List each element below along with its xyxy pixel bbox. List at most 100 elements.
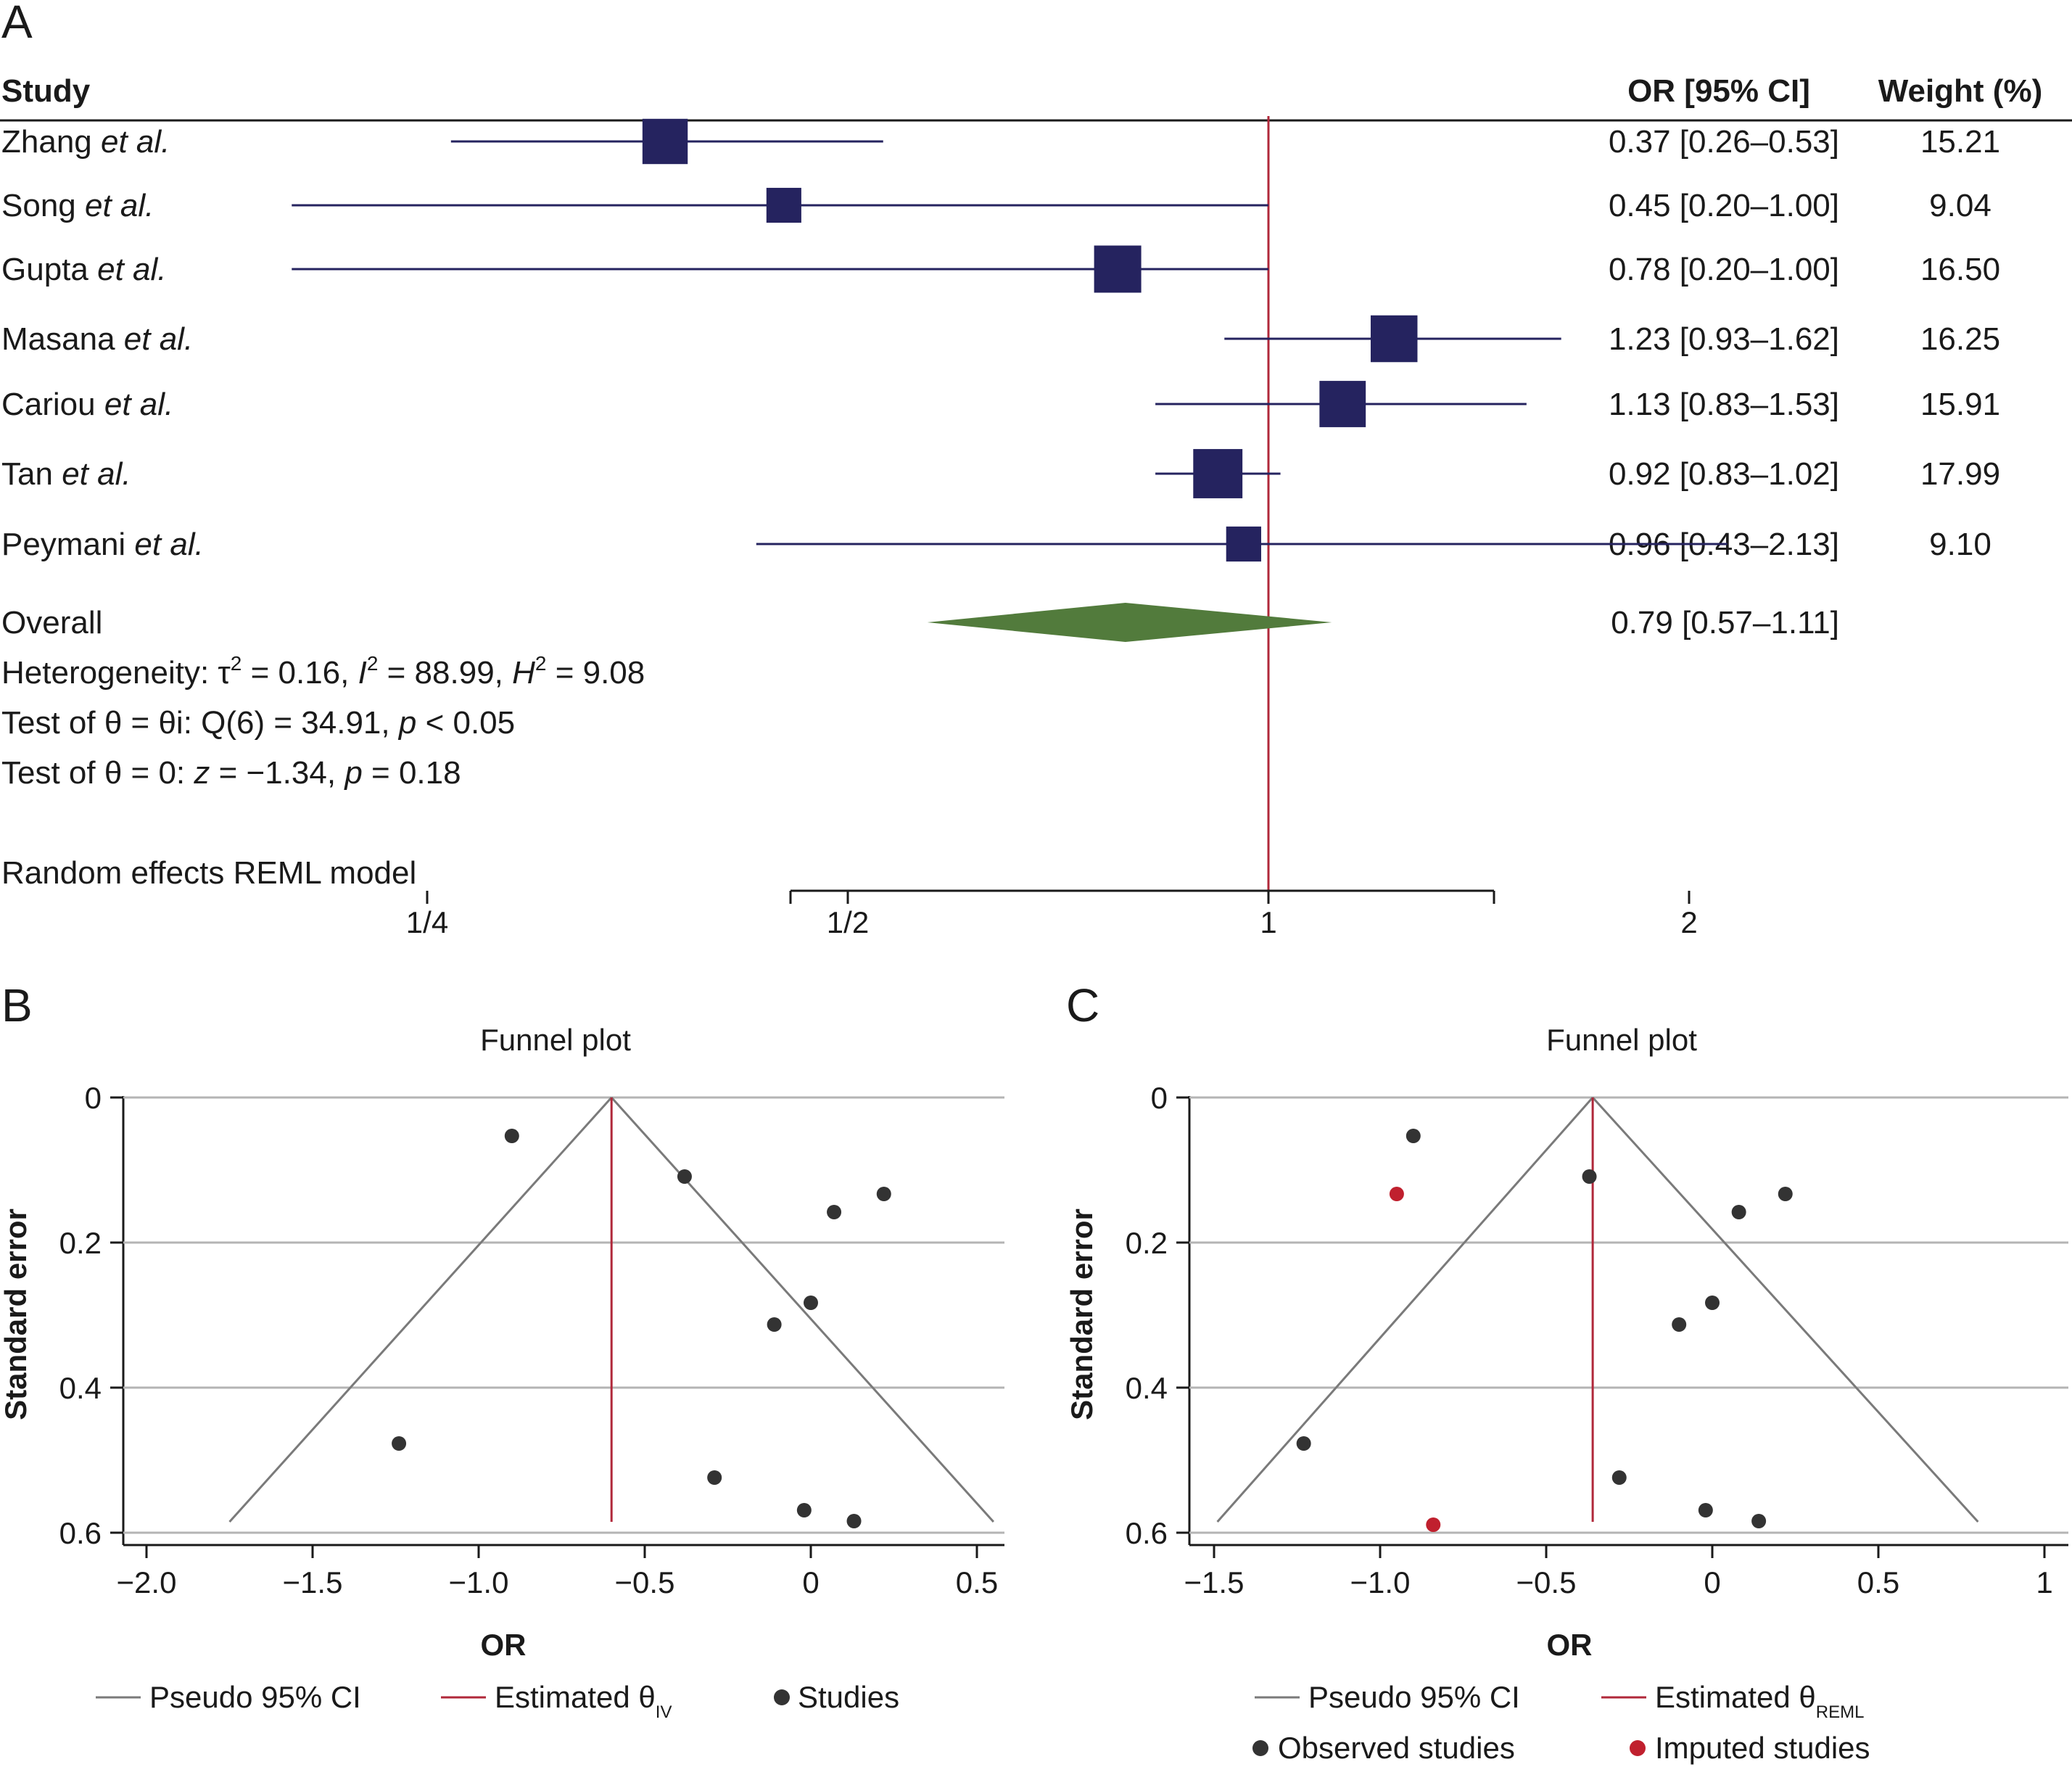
test-theta-0-p: p xyxy=(343,755,362,791)
x-tick-label: 0.5 xyxy=(1857,1565,1899,1599)
y-tick-label: 0.6 xyxy=(59,1516,102,1550)
study-name: Masana xyxy=(1,321,115,357)
study-suffix: et al. xyxy=(85,188,154,223)
study-ci-text: 0.45 [0.20–1.00] xyxy=(1609,188,1839,223)
imputed-study-point xyxy=(1426,1517,1441,1532)
panel-label-b: B xyxy=(1,979,33,1031)
overall-diamond xyxy=(927,603,1332,642)
heterogeneity-prefix: Heterogeneity: τ xyxy=(1,655,231,691)
study-label: Tan et al. xyxy=(1,456,131,492)
study-effect-box xyxy=(766,187,801,223)
study-point xyxy=(392,1436,407,1451)
overall-ci-text: 0.79 [0.57–1.11] xyxy=(1611,605,1839,641)
legend-ci-label: Pseudo 95% CI xyxy=(149,1680,361,1714)
forest-x-tick-label: 1 xyxy=(1260,905,1276,939)
funnel-c-plot: 0 0.2 0.4 0.6 −1.5 −1.0 −0.5 0 0.5 1 xyxy=(1126,1081,2068,1599)
forest-rows: Zhang et al. 0.37 [0.26–0.53] 15.21 Song et… xyxy=(1,124,2000,562)
study-point xyxy=(1731,1205,1746,1219)
legend-estimate-sub: IV xyxy=(656,1702,672,1722)
h2-value: = 9.08 xyxy=(546,655,645,691)
funnel-c-xlabel: OR xyxy=(1547,1628,1593,1662)
study-point xyxy=(1672,1317,1687,1332)
legend-observed-label: Observed studies xyxy=(1278,1731,1515,1765)
forest-plot-panel: A Study OR [95% CI] Weight (%) Zhang et … xyxy=(0,0,2072,939)
y-tick-label: 0 xyxy=(1151,1081,1168,1115)
study-point xyxy=(876,1187,891,1201)
funnel-b-xlabel: OR xyxy=(481,1628,527,1662)
study-effect-box xyxy=(1193,449,1243,498)
x-tick-label: −0.5 xyxy=(615,1565,675,1599)
test-theta-i-p: p xyxy=(397,705,416,741)
study-suffix: et al. xyxy=(104,387,173,422)
study-point xyxy=(1582,1169,1597,1184)
study-point xyxy=(796,1503,812,1517)
legend-estimate-text: Estimated θ xyxy=(495,1680,656,1714)
pseudo-ci-left xyxy=(1216,1097,1594,1523)
study-effect-box xyxy=(1319,381,1366,427)
h2-symbol: H xyxy=(512,655,535,691)
forest-x-tick-label: 1/4 xyxy=(406,905,448,939)
study-effect-box xyxy=(1094,245,1142,293)
study-name: Tan xyxy=(1,456,53,492)
study-weight-text: 16.25 xyxy=(1920,321,2000,357)
study-point xyxy=(767,1317,782,1332)
pseudo-ci-right xyxy=(611,1096,995,1523)
legend-studies-marker xyxy=(774,1689,790,1705)
pseudo-ci-left xyxy=(228,1096,613,1523)
pseudo-ci-right xyxy=(1592,1096,1979,1523)
funnel-c-legend: Pseudo 95% CI Estimated θREML Observed s… xyxy=(1252,1680,1870,1765)
study-name: Peymani xyxy=(1,527,125,562)
test-theta-0-z: z xyxy=(193,755,210,791)
x-tick-label: 0 xyxy=(1704,1565,1720,1599)
test-theta-0-prefix: Test of θ = 0: xyxy=(1,755,194,791)
x-tick-label: 0.5 xyxy=(956,1565,998,1599)
study-weight-text: 9.04 xyxy=(1929,188,1991,223)
legend-estimate-label: Estimated θIV xyxy=(495,1680,672,1722)
model-text: Random effects REML model xyxy=(1,855,416,891)
heterogeneity-text: Heterogeneity: τ2 = 0.16, I2 = 88.99, H2… xyxy=(1,652,645,691)
x-tick-label: −1.5 xyxy=(1184,1565,1245,1599)
funnel-b-legend: Pseudo 95% CI Estimated θIV Studies xyxy=(96,1680,899,1722)
study-ci-text: 0.78 [0.20–1.00] xyxy=(1609,252,1839,287)
study-point xyxy=(1406,1129,1421,1143)
x-tick-label: 0 xyxy=(802,1565,819,1599)
funnel-plot-b-panel: B Funnel plot 0 0.2 0.4 0.6 −2.0 −1.5 −1.0 −0.5… xyxy=(0,979,1004,1722)
legend-c-ci-label: Pseudo 95% CI xyxy=(1308,1680,1520,1714)
y-tick-label: 0 xyxy=(85,1081,102,1115)
study-suffix: et al. xyxy=(97,252,166,287)
forest-x-tick-label: 1/2 xyxy=(827,905,869,939)
legend-observed-marker xyxy=(1252,1740,1268,1756)
study-weight-text: 15.91 xyxy=(1920,387,2000,422)
study-point xyxy=(707,1470,722,1485)
x-tick-label: −1.5 xyxy=(283,1565,343,1599)
test-theta-i-rest: < 0.05 xyxy=(416,705,515,741)
i2-value: = 88.99, xyxy=(378,655,512,691)
forest-marks xyxy=(292,118,1728,642)
forest-x-ticks: 1/4 1/2 1 2 xyxy=(406,891,1698,939)
study-ci-text: 1.13 [0.83–1.53] xyxy=(1609,387,1839,422)
funnel-plot-c-panel: C Funnel plot 0 0.2 0.4 0.6 −1.5 −1.0 −0.5 0 0.5… xyxy=(1065,979,2068,1765)
funnel-b-title: Funnel plot xyxy=(480,1023,631,1057)
y-tick-label: 0.2 xyxy=(1126,1226,1168,1260)
test-theta-i-text: Test of θ = θi: Q(6) = 34.91, p < 0.05 xyxy=(1,705,515,741)
study-name: Cariou xyxy=(1,387,96,422)
x-tick-label: 1 xyxy=(2036,1565,2052,1599)
study-point xyxy=(1705,1296,1720,1310)
funnel-c-ylabel: Standard error xyxy=(1065,1208,1099,1420)
study-point xyxy=(827,1205,842,1219)
x-tick-label: −1.0 xyxy=(1350,1565,1411,1599)
panel-label-a: A xyxy=(1,0,33,48)
funnel-b-plot: 0 0.2 0.4 0.6 −2.0 −1.5 −1.0 −0.5 0 0.5 xyxy=(59,1081,1004,1599)
study-ci-text: 1.23 [0.93–1.62] xyxy=(1609,321,1839,357)
study-weight-text: 16.50 xyxy=(1920,252,2000,287)
study-effect-box xyxy=(1370,315,1418,363)
study-suffix: et al. xyxy=(124,321,193,357)
panel-label-c: C xyxy=(1066,979,1099,1031)
study-point xyxy=(1778,1187,1793,1201)
study-point xyxy=(1698,1503,1713,1517)
imputed-study-point xyxy=(1389,1187,1404,1201)
y-tick-label: 0.4 xyxy=(59,1371,102,1405)
test-theta-i-prefix: Test of θ = θi: Q(6) = 34.91, xyxy=(1,705,399,741)
forest-x-tick-label: 2 xyxy=(1680,905,1697,939)
study-ci-text: 0.92 [0.83–1.02] xyxy=(1609,456,1839,492)
